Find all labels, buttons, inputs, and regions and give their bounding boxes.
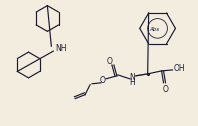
Text: O: O [107, 57, 113, 66]
Text: OH: OH [173, 64, 185, 73]
Text: N: N [129, 73, 135, 82]
Text: NH: NH [55, 44, 67, 53]
Text: Abs: Abs [149, 27, 160, 32]
Text: O: O [163, 85, 168, 94]
Text: H: H [129, 78, 135, 87]
Text: O: O [100, 76, 106, 85]
